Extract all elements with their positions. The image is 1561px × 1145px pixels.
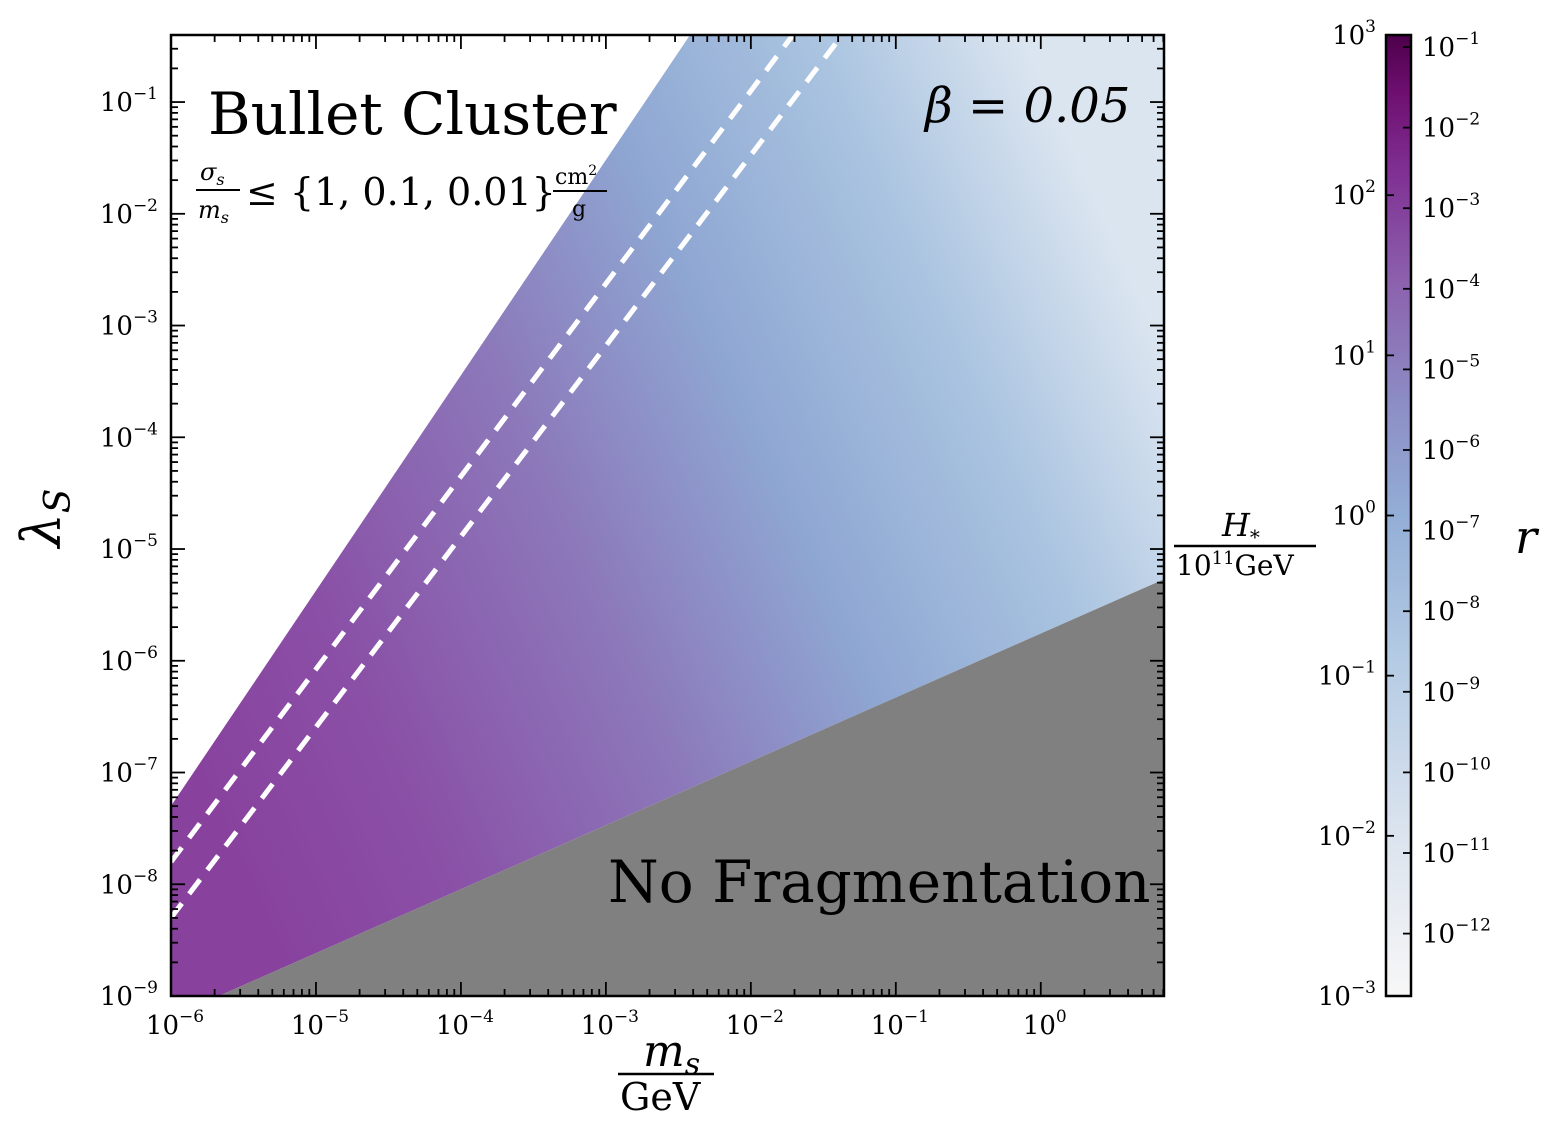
- x-tick-label: 10−3: [581, 1007, 639, 1041]
- colorbar-right-tick-label: 10−3: [1422, 190, 1480, 224]
- colorbar-label: r: [1515, 510, 1540, 564]
- x-tick-label: 10−4: [436, 1007, 494, 1041]
- y-tick-label: 10−6: [100, 643, 158, 677]
- y-tick-label: 10−9: [100, 978, 158, 1012]
- x-tick-label: 100: [1023, 1007, 1067, 1041]
- axis-ticks: [170, 35, 1165, 997]
- x-tick-labels: 10−6 10−5 10−4 10−3 10−2 10−1 100: [146, 1007, 1067, 1041]
- colorbar-right-tick-label: 10−5: [1422, 351, 1480, 385]
- colorbar-left-tick-label: 10−1: [1318, 658, 1376, 692]
- dashed-line-0-1: [171, 35, 795, 864]
- colorbar-right-tick-label: 10−2: [1422, 110, 1480, 144]
- svg-text:H*: H*: [1221, 506, 1260, 549]
- svg-text:≤ {1, 0.1, 0.01}: ≤ {1, 0.1, 0.01}: [246, 170, 556, 214]
- colorbar-left-label: H* 1011GeV: [1174, 506, 1316, 582]
- colorbar-right-tick-label: 10−10: [1422, 754, 1491, 788]
- svg-text:g: g: [572, 197, 586, 222]
- colorbar-ticks: [1386, 34, 1411, 997]
- colorbar-left-tick-label: 10−3: [1318, 978, 1376, 1012]
- y-tick-label: 10−8: [100, 866, 158, 900]
- x-tick-label: 10−1: [871, 1007, 929, 1041]
- colorbar-right-tick-label: 10−1: [1422, 29, 1480, 63]
- svg-text:cm2: cm2: [555, 163, 597, 190]
- x-tick-label: 10−5: [291, 1007, 349, 1041]
- y-tick-label: 10−5: [100, 531, 158, 565]
- y-tick-labels: 10−9 10−8 10−7 10−6 10−5 10−4 10−3 10−2 10−1: [100, 84, 158, 1012]
- colorbar-right-tick-label: 10−9: [1422, 674, 1480, 708]
- no-fragmentation-label: No Fragmentation: [608, 848, 1150, 916]
- colorbar-left-tick-label: 103: [1332, 17, 1376, 51]
- y-tick-label: 10−1: [100, 84, 158, 118]
- constraint-annotation: σs ms ≤ {1, 0.1, 0.01} cm2 g: [196, 158, 607, 227]
- allowed-region: [171, 35, 1164, 996]
- svg-text:1011GeV: 1011GeV: [1176, 548, 1294, 582]
- colorbar-right-tick-label: 10−12: [1422, 916, 1491, 950]
- colorbar-left-tick-label: 10−2: [1318, 818, 1376, 852]
- svg-text:λS: λS: [10, 489, 79, 550]
- y-tick-label: 10−3: [100, 308, 158, 342]
- colorbar-right-tick-label: 10−4: [1422, 271, 1480, 305]
- bullet-cluster-dashed-lines: [171, 35, 845, 920]
- colorbar-right-tick-label: 10−7: [1422, 513, 1480, 547]
- y-axis-label: λS: [10, 489, 79, 550]
- colorbar-left-tick-label: 100: [1332, 498, 1376, 532]
- y-tick-label: 10−4: [100, 419, 158, 453]
- svg-text:GeV: GeV: [620, 1075, 701, 1119]
- colorbar-right-tick-labels: 10−1 10−2 10−3 10−4 10−5 10−6 10−7 10−8 10−9 10−1…: [1422, 29, 1491, 950]
- colorbar-right-tick-label: 10−6: [1422, 432, 1480, 466]
- no-fragmentation-region: [218, 579, 1164, 996]
- colorbar-left-tick-label: 102: [1332, 177, 1376, 211]
- svg-text:σs: σs: [200, 158, 225, 189]
- colorbar-right-tick-label: 10−11: [1422, 835, 1491, 869]
- dashed-line-0-01: [171, 35, 845, 920]
- svg-text:ms: ms: [198, 196, 229, 227]
- x-tick-label: 10−2: [726, 1007, 784, 1041]
- beta-annotation: β = 0.05: [923, 78, 1130, 134]
- title-annotation: Bullet Cluster: [208, 80, 617, 148]
- y-tick-label: 10−7: [100, 755, 158, 789]
- colorbar-right-tick-label: 10−8: [1422, 593, 1480, 627]
- x-tick-label: 10−6: [146, 1007, 204, 1041]
- y-tick-label: 10−2: [100, 196, 158, 230]
- x-axis-label: ms GeV: [618, 1026, 714, 1119]
- colorbar-left-tick-labels: 103 102 101 100 10−1 10−2 10−3: [1318, 17, 1376, 1012]
- colorbar-left-tick-label: 101: [1332, 337, 1376, 371]
- plot-content: [171, 35, 1164, 996]
